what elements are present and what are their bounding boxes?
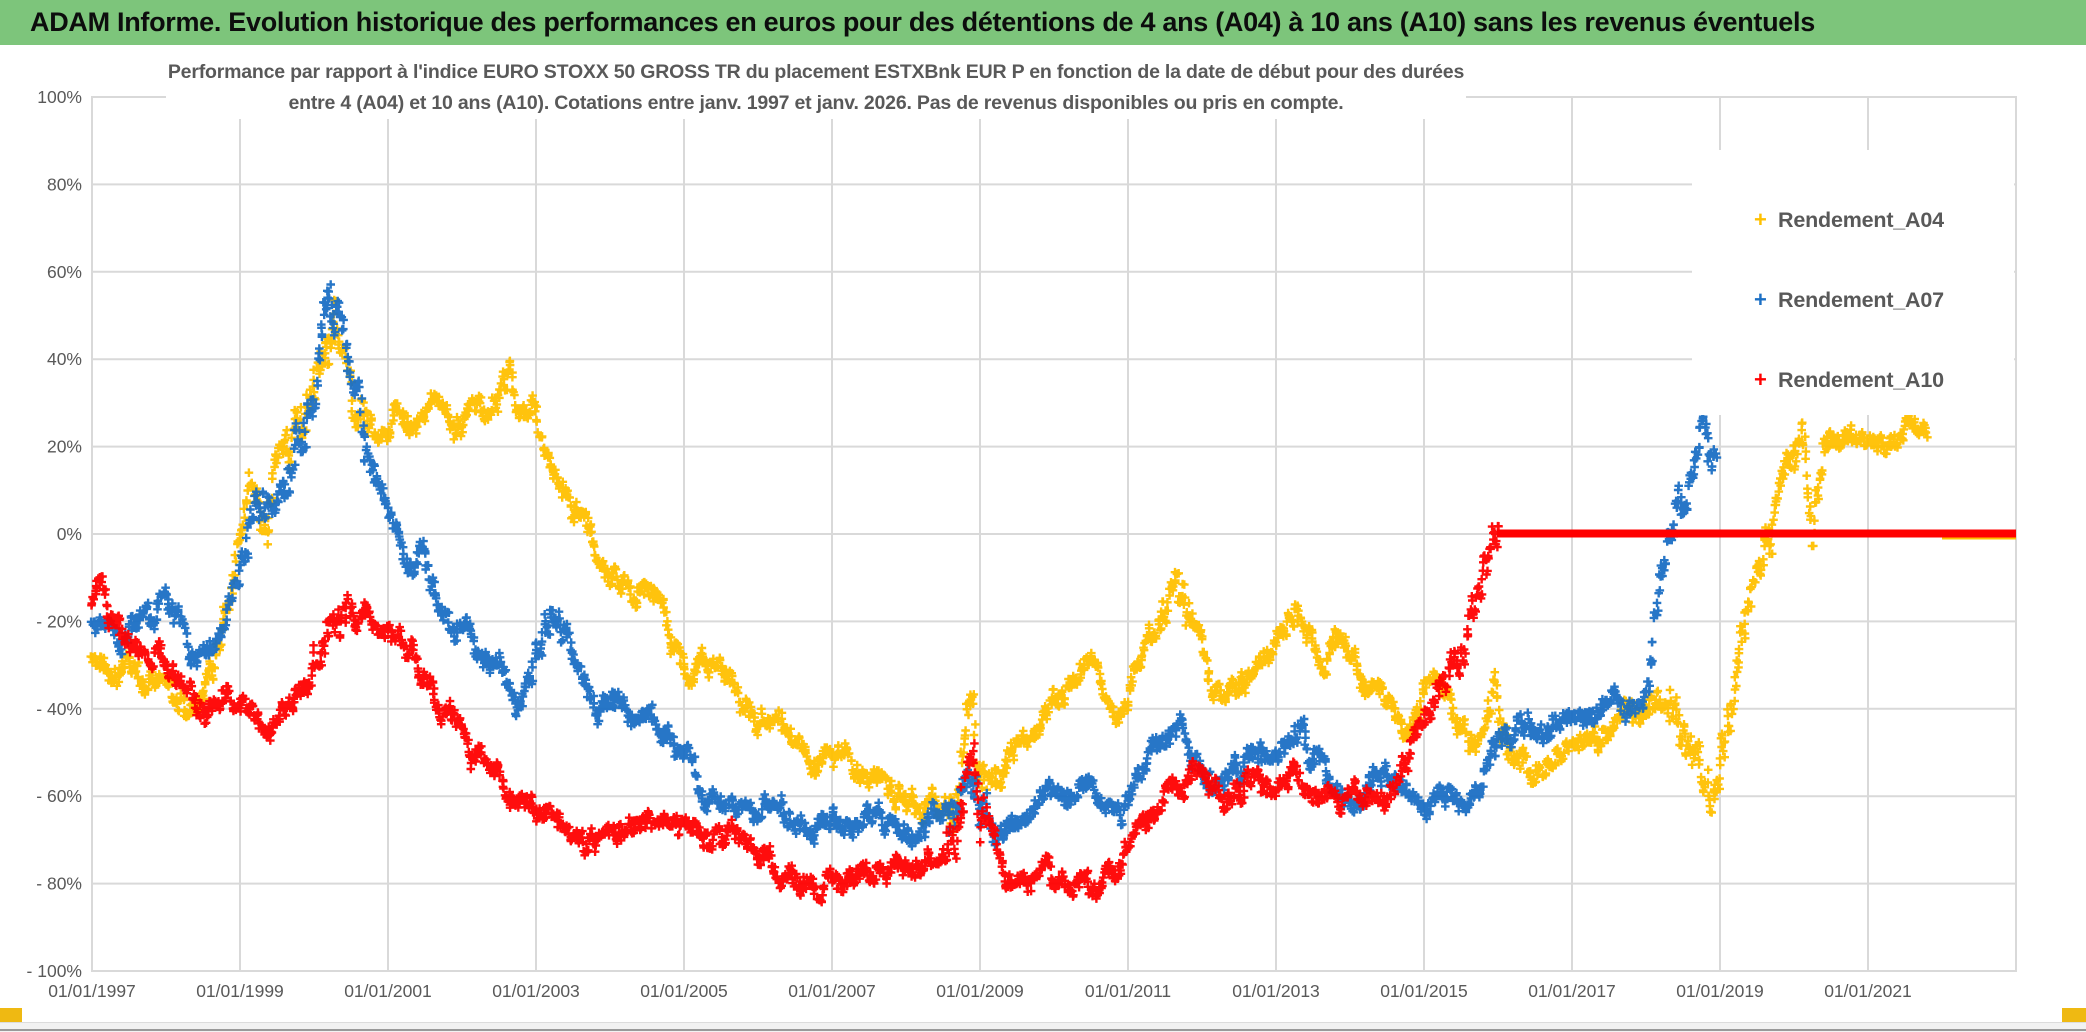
legend-label-a07: Rendement_A07 [1778, 287, 1944, 312]
svg-text:01/01/2013: 01/01/2013 [1232, 981, 1320, 1001]
svg-text:01/01/2005: 01/01/2005 [640, 981, 728, 1001]
plus-marker-icon: + [1754, 207, 1767, 232]
svg-text:100%: 100% [37, 87, 82, 107]
chart-subtitle[interactable]: Performance par rapport à l'indice EURO … [166, 57, 1466, 119]
bottom-edge-line [0, 1029, 2086, 1031]
svg-text:01/01/2015: 01/01/2015 [1380, 981, 1468, 1001]
title-bar: ADAM Informe. Evolution historique des p… [0, 0, 2086, 45]
chart-legend: + Rendement_A04 + Rendement_A07 + Rendem… [1692, 150, 2014, 415]
svg-text:80%: 80% [47, 174, 82, 194]
legend-label-a10: Rendement_A10 [1778, 367, 1944, 392]
gold-accent-bottom-left [0, 1008, 22, 1022]
svg-text:60%: 60% [47, 262, 82, 282]
svg-text:01/01/2001: 01/01/2001 [344, 981, 432, 1001]
page-title: ADAM Informe. Evolution historique des p… [30, 7, 1815, 37]
svg-text:01/01/2009: 01/01/2009 [936, 981, 1024, 1001]
legend-item-a07[interactable]: + Rendement_A07 [1692, 260, 2014, 340]
legend-item-a10[interactable]: + Rendement_A10 [1692, 340, 2014, 420]
svg-text:20%: 20% [47, 437, 82, 457]
plus-marker-icon: + [1754, 367, 1767, 392]
svg-text:- 60%: - 60% [36, 786, 82, 806]
svg-text:- 20%: - 20% [36, 611, 82, 631]
svg-text:01/01/2003: 01/01/2003 [492, 981, 580, 1001]
bottom-edge-bar [0, 1022, 2086, 1032]
svg-text:- 80%: - 80% [36, 874, 82, 894]
gold-accent-bottom-right [2062, 1008, 2086, 1022]
legend-item-a04[interactable]: + Rendement_A04 [1692, 180, 2014, 260]
svg-text:- 100%: - 100% [27, 961, 82, 981]
svg-text:40%: 40% [47, 349, 82, 369]
svg-text:01/01/2007: 01/01/2007 [788, 981, 876, 1001]
svg-text:01/01/1999: 01/01/1999 [196, 981, 284, 1001]
legend-label-a04: Rendement_A04 [1778, 207, 1944, 232]
svg-text:01/01/2017: 01/01/2017 [1528, 981, 1616, 1001]
svg-text:0%: 0% [57, 524, 82, 544]
svg-text:- 40%: - 40% [36, 699, 82, 719]
plus-marker-icon: + [1754, 287, 1767, 312]
svg-text:01/01/2019: 01/01/2019 [1676, 981, 1764, 1001]
chart-subtitle-line2: entre 4 (A04) et 10 ans (A10). Cotations… [288, 92, 1344, 114]
chart-canvas: 100% 80% 60% 40% 20% 0% - 20% - 40% - 60% - 80% - … [27, 87, 2017, 1001]
chart-subtitle-line1: Performance par rapport à l'indice EURO … [167, 61, 1465, 83]
svg-text:01/01/1997: 01/01/1997 [48, 981, 136, 1001]
svg-text:01/01/2021: 01/01/2021 [1824, 981, 1912, 1001]
svg-text:01/01/2011: 01/01/2011 [1085, 981, 1171, 1001]
